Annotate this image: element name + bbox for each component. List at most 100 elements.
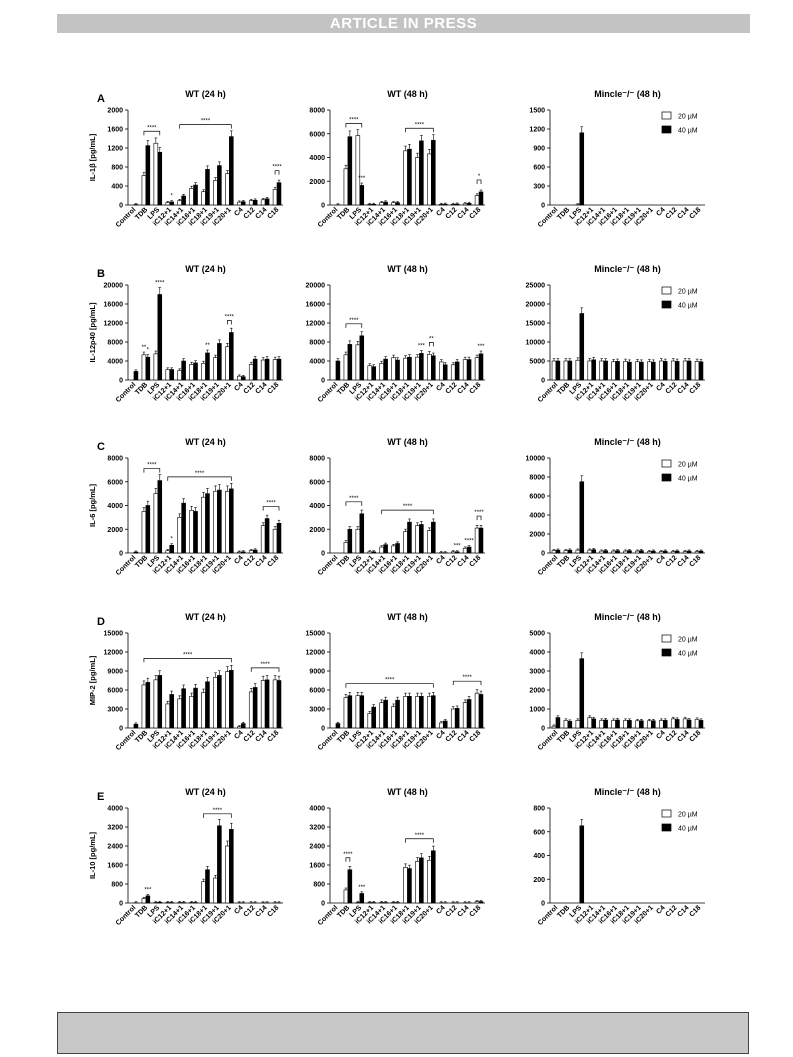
chart-0-bar-2-s0 — [153, 142, 159, 206]
chart-6-bracket-0 — [143, 468, 161, 473]
chart-1-bar-11-s0 — [462, 203, 468, 206]
chart-3-x-tick-label-10: C12 — [243, 381, 257, 395]
chart-2-title: Mincle⁻/⁻ (48 h) — [594, 89, 661, 99]
chart-12-bar-2-s1 — [157, 901, 163, 904]
chart-7-bar-12-s0 — [474, 527, 480, 554]
chart-13-bar-8-s0 — [427, 859, 432, 904]
chart-12-title: WT (24 h) — [185, 787, 226, 797]
chart-6-bar-10-s1 — [252, 549, 258, 554]
chart-11-bar-10-s0 — [670, 718, 676, 729]
chart-12-y-tick-label-2: 1600 — [107, 863, 123, 870]
chart-10-y-tick-label-5: 15000 — [306, 631, 326, 638]
chart-13-x-tick-label-10: C12 — [445, 904, 459, 918]
chart-0-bar-5-s0 — [189, 188, 194, 206]
chart-6-title: WT (24 h) — [185, 437, 226, 447]
chart-4-y-tick-label-4: 16000 — [306, 302, 326, 309]
chart-1-bracket-stars-1: **** — [415, 122, 425, 128]
chart-6-y-tick-label-2: 4000 — [107, 503, 123, 510]
chart-9-bar-3-s0 — [165, 703, 171, 729]
chart-5-legend-swatch-filled — [661, 300, 672, 309]
chart-4-bar-8-s0 — [427, 354, 432, 381]
chart-11-y-tick-label-1: 1000 — [529, 707, 545, 714]
chart-8-bar-8-s1 — [651, 550, 656, 554]
chart-12-y-tick-label-1: 800 — [111, 882, 123, 889]
chart-8-bar-11-s1 — [686, 550, 692, 554]
chart-7-bar-11-s1 — [466, 546, 472, 554]
chart-5-bar-11-s0 — [682, 360, 688, 381]
chart-3-y-tick-label-4: 16000 — [104, 302, 124, 309]
chart-5-bar-3-s0 — [587, 360, 593, 381]
chart-4-y-tick-label-5: 20000 — [306, 283, 326, 290]
chart-11-bar-12-s0 — [694, 719, 700, 729]
chart-14-x-tick-label-10: C12 — [665, 904, 679, 918]
chart-0-bar-7-s0 — [213, 180, 218, 206]
chart-0-bar-3-s1 — [169, 201, 174, 206]
chart-9-bar-12-s1 — [276, 680, 282, 729]
chart-5-bar-10-s0 — [670, 360, 676, 381]
chart-8-legend-label-open: 20 µM — [678, 462, 698, 469]
chart-9-y-tick-label-5: 15000 — [104, 631, 124, 638]
chart-9-bar-10-s1 — [252, 687, 258, 729]
chart-4-bar-7-s0 — [415, 356, 420, 381]
chart-14-y-tick-label-4: 800 — [533, 806, 545, 813]
chart-5-bar-1-s1 — [567, 360, 573, 381]
chart-8-bar-4-s1 — [603, 550, 608, 554]
chart-10-bar-2-s0 — [355, 695, 361, 729]
chart-1-y-tick-label-1: 2000 — [309, 179, 325, 186]
chart-8-bar-9-s0 — [659, 551, 664, 554]
chart-1-bracket-2 — [476, 179, 482, 184]
chart-7-bar-5-s0 — [391, 545, 396, 554]
chart-3-bar-12-s0 — [272, 359, 278, 381]
chart-13-bar-8-s1 — [431, 850, 436, 904]
chart-7-bar-11-s0 — [462, 547, 468, 554]
chart-0-bar-4-s0 — [177, 200, 182, 206]
chart-3-bar-10-s0 — [248, 364, 254, 381]
chart-11-x-tick-label-10: C12 — [665, 729, 679, 743]
chart-6-bar-5-s1 — [193, 511, 198, 554]
chart-4-bar-11-s1 — [466, 359, 472, 381]
chart-9-bar-0-s1 — [133, 723, 139, 729]
chart-0-bar-10-s0 — [248, 200, 254, 206]
chart-2-legend-label-open: 20 µM — [678, 114, 698, 121]
chart-1-bar-6-s1 — [407, 148, 412, 206]
chart-8-bar-0-s0 — [551, 550, 557, 554]
chart-3-panel-letter: B — [97, 268, 105, 280]
chart-3-sig-stars-1: * — [147, 348, 150, 354]
chart-3-x-tick-label-1: TDB — [134, 381, 149, 396]
chart-10-bar-3-s1 — [371, 706, 376, 729]
chart-1-sig-stars-0: *** — [358, 176, 366, 182]
chart-3-sig-stars-0: ** — [142, 345, 147, 351]
chart-14-legend-swatch-open — [661, 809, 672, 818]
chart-10-bar-1-s1 — [347, 695, 353, 729]
chart-3-x-tick-label-12: C18 — [266, 381, 280, 395]
chart-5-bar-8-s1 — [651, 361, 656, 381]
chart-0-bar-2-s1 — [157, 151, 163, 206]
chart-11-bar-6-s1 — [627, 720, 632, 729]
chart-9-y-tick-label-2: 6000 — [107, 688, 123, 695]
chart-5-bar-9-s0 — [659, 360, 664, 381]
chart-10-y-tick-label-3: 9000 — [309, 669, 325, 676]
chart-4-x-tick-label-11: C14 — [456, 381, 470, 395]
chart-0-bar-8-s1 — [229, 136, 234, 206]
chart-10-bar-8-s0 — [427, 696, 432, 729]
chart-10-y-tick-label-1: 3000 — [309, 707, 325, 714]
chart-12-bar-6-s1 — [205, 869, 210, 904]
chart-3-y-tick-label-2: 8000 — [107, 340, 123, 347]
chart-12-x-tick-label-12: C18 — [266, 904, 280, 918]
chart-7-bracket-1 — [381, 509, 434, 515]
chart-4-bar-2-s1 — [359, 335, 365, 381]
chart-8-bar-12-s0 — [694, 551, 700, 554]
chart-12-sig-stars-0: *** — [144, 887, 152, 893]
chart-13-bar-7-s1 — [419, 857, 424, 904]
footer-box — [57, 1012, 749, 1054]
chart-7-bar-2-s1 — [359, 513, 365, 554]
chart-3-y-tick-label-0: 0 — [119, 378, 123, 385]
chart-4-sig-stars-1: *** — [477, 344, 485, 350]
chart-4-y-tick-label-0: 0 — [321, 378, 325, 385]
chart-0-x-tick-label-1: TDB — [134, 206, 149, 221]
chart-14-title: Mincle⁻/⁻ (48 h) — [594, 787, 661, 797]
chart-8-x-tick-label-12: C18 — [688, 554, 702, 568]
chart-7-bar-1-s0 — [343, 542, 349, 554]
chart-1-bar-8-s0 — [427, 153, 432, 206]
chart-7-bracket-2 — [476, 515, 482, 521]
